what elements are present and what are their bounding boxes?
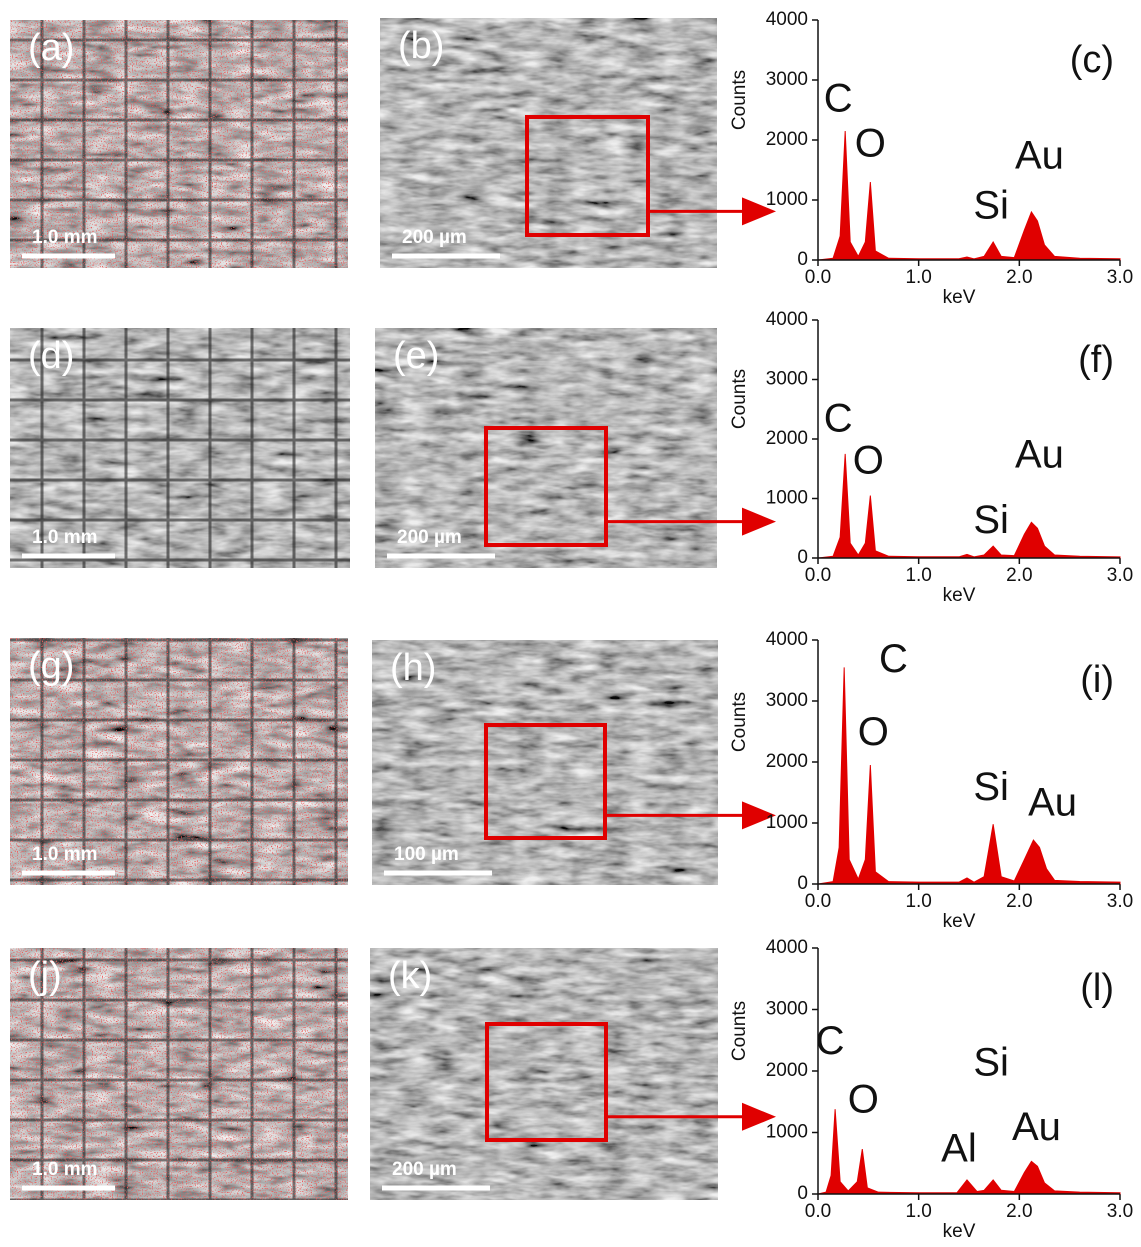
x-tick-label: 3.0 bbox=[1107, 565, 1133, 586]
x-axis-label: keV bbox=[943, 911, 976, 932]
x-tick-label: 1.0 bbox=[905, 565, 931, 586]
y-tick-label: 4000 bbox=[766, 309, 808, 330]
scale-label: 200 µm bbox=[397, 527, 462, 548]
peak-label: O bbox=[858, 710, 889, 754]
x-tick-label: 1.0 bbox=[905, 1201, 931, 1222]
peak-label: O bbox=[853, 438, 884, 482]
peak-label: C bbox=[824, 77, 853, 121]
y-tick-label: 2000 bbox=[766, 129, 808, 150]
x-tick-label: 3.0 bbox=[1107, 267, 1133, 288]
y-tick-label: 4000 bbox=[766, 629, 808, 650]
peak-label: Au bbox=[1015, 134, 1064, 178]
y-axis-label: Counts bbox=[729, 369, 750, 429]
peak-label: Si bbox=[973, 1040, 1009, 1084]
y-axis-label: Counts bbox=[729, 70, 750, 130]
y-tick-label: 3000 bbox=[766, 369, 808, 390]
y-tick-label: 4000 bbox=[766, 9, 808, 30]
peak-label: Si bbox=[973, 765, 1009, 809]
x-tick-label: 0.0 bbox=[805, 891, 831, 912]
y-tick-label: 3000 bbox=[766, 690, 808, 711]
panel-label: (f) bbox=[1078, 339, 1114, 381]
peak-label: Au bbox=[1015, 432, 1064, 476]
y-tick-label: 3000 bbox=[766, 999, 808, 1020]
scale-label: 1.0 mm bbox=[32, 1159, 97, 1180]
panel-label: (a) bbox=[28, 27, 74, 69]
y-tick-label: 2000 bbox=[766, 751, 808, 772]
y-tick-label: 1000 bbox=[766, 812, 808, 833]
x-tick-label: 2.0 bbox=[1006, 267, 1032, 288]
panel-label: (k) bbox=[388, 955, 432, 997]
x-axis-label: keV bbox=[943, 287, 976, 308]
x-axis-label: keV bbox=[943, 1221, 976, 1242]
peak-label: C bbox=[879, 637, 908, 681]
peak-label: Al bbox=[941, 1127, 977, 1171]
y-axis-label: Counts bbox=[729, 692, 750, 752]
scale-label: 200 µm bbox=[392, 1159, 457, 1180]
x-tick-label: 0.0 bbox=[805, 565, 831, 586]
peak-label: C bbox=[816, 1019, 845, 1063]
y-axis-label: Counts bbox=[729, 1001, 750, 1061]
scale-label: 1.0 mm bbox=[32, 227, 97, 248]
panel-label: (h) bbox=[390, 647, 436, 689]
panel-label: (j) bbox=[28, 955, 62, 997]
scale-label: 100 µm bbox=[394, 844, 459, 865]
panel-label: (d) bbox=[28, 335, 74, 377]
y-tick-label: 1000 bbox=[766, 1122, 808, 1143]
x-tick-label: 1.0 bbox=[905, 267, 931, 288]
x-tick-label: 3.0 bbox=[1107, 891, 1133, 912]
figure: (a) 1.0 mm (b) 200 µm (d) 1.0 mm (e) 200 µm (g) 1… bbox=[0, 0, 1141, 1247]
scale-label: 1.0 mm bbox=[32, 527, 97, 548]
panel-label: (g) bbox=[28, 645, 74, 687]
peak-label: Si bbox=[973, 183, 1009, 227]
panel-label: (i) bbox=[1080, 659, 1114, 701]
arrow-head bbox=[742, 508, 776, 536]
peak-label: C bbox=[824, 397, 853, 441]
y-tick-label: 4000 bbox=[766, 937, 808, 958]
y-tick-label: 1000 bbox=[766, 488, 808, 509]
x-tick-label: 0.0 bbox=[805, 1201, 831, 1222]
y-tick-label: 2000 bbox=[766, 1060, 808, 1081]
x-tick-label: 3.0 bbox=[1107, 1201, 1133, 1222]
peak-label: O bbox=[855, 122, 886, 166]
peak-label: Au bbox=[1028, 780, 1077, 824]
panel-label: (l) bbox=[1080, 967, 1114, 1009]
x-axis-label: keV bbox=[943, 585, 976, 606]
x-tick-label: 2.0 bbox=[1006, 565, 1032, 586]
scale-label: 1.0 mm bbox=[32, 844, 97, 865]
x-tick-label: 2.0 bbox=[1006, 1201, 1032, 1222]
peak-label: O bbox=[848, 1077, 879, 1121]
spectrum-area bbox=[818, 667, 1120, 884]
y-tick-label: 3000 bbox=[766, 69, 808, 90]
panel-label: (e) bbox=[393, 335, 439, 377]
panel-label: (c) bbox=[1070, 39, 1114, 81]
y-tick-label: 2000 bbox=[766, 428, 808, 449]
scale-label: 200 µm bbox=[402, 227, 467, 248]
x-tick-label: 0.0 bbox=[805, 267, 831, 288]
x-tick-label: 1.0 bbox=[905, 891, 931, 912]
y-tick-label: 1000 bbox=[766, 189, 808, 210]
panel-label: (b) bbox=[398, 25, 444, 67]
peak-label: Au bbox=[1012, 1105, 1061, 1149]
x-tick-label: 2.0 bbox=[1006, 891, 1032, 912]
peak-label: Si bbox=[973, 498, 1009, 542]
